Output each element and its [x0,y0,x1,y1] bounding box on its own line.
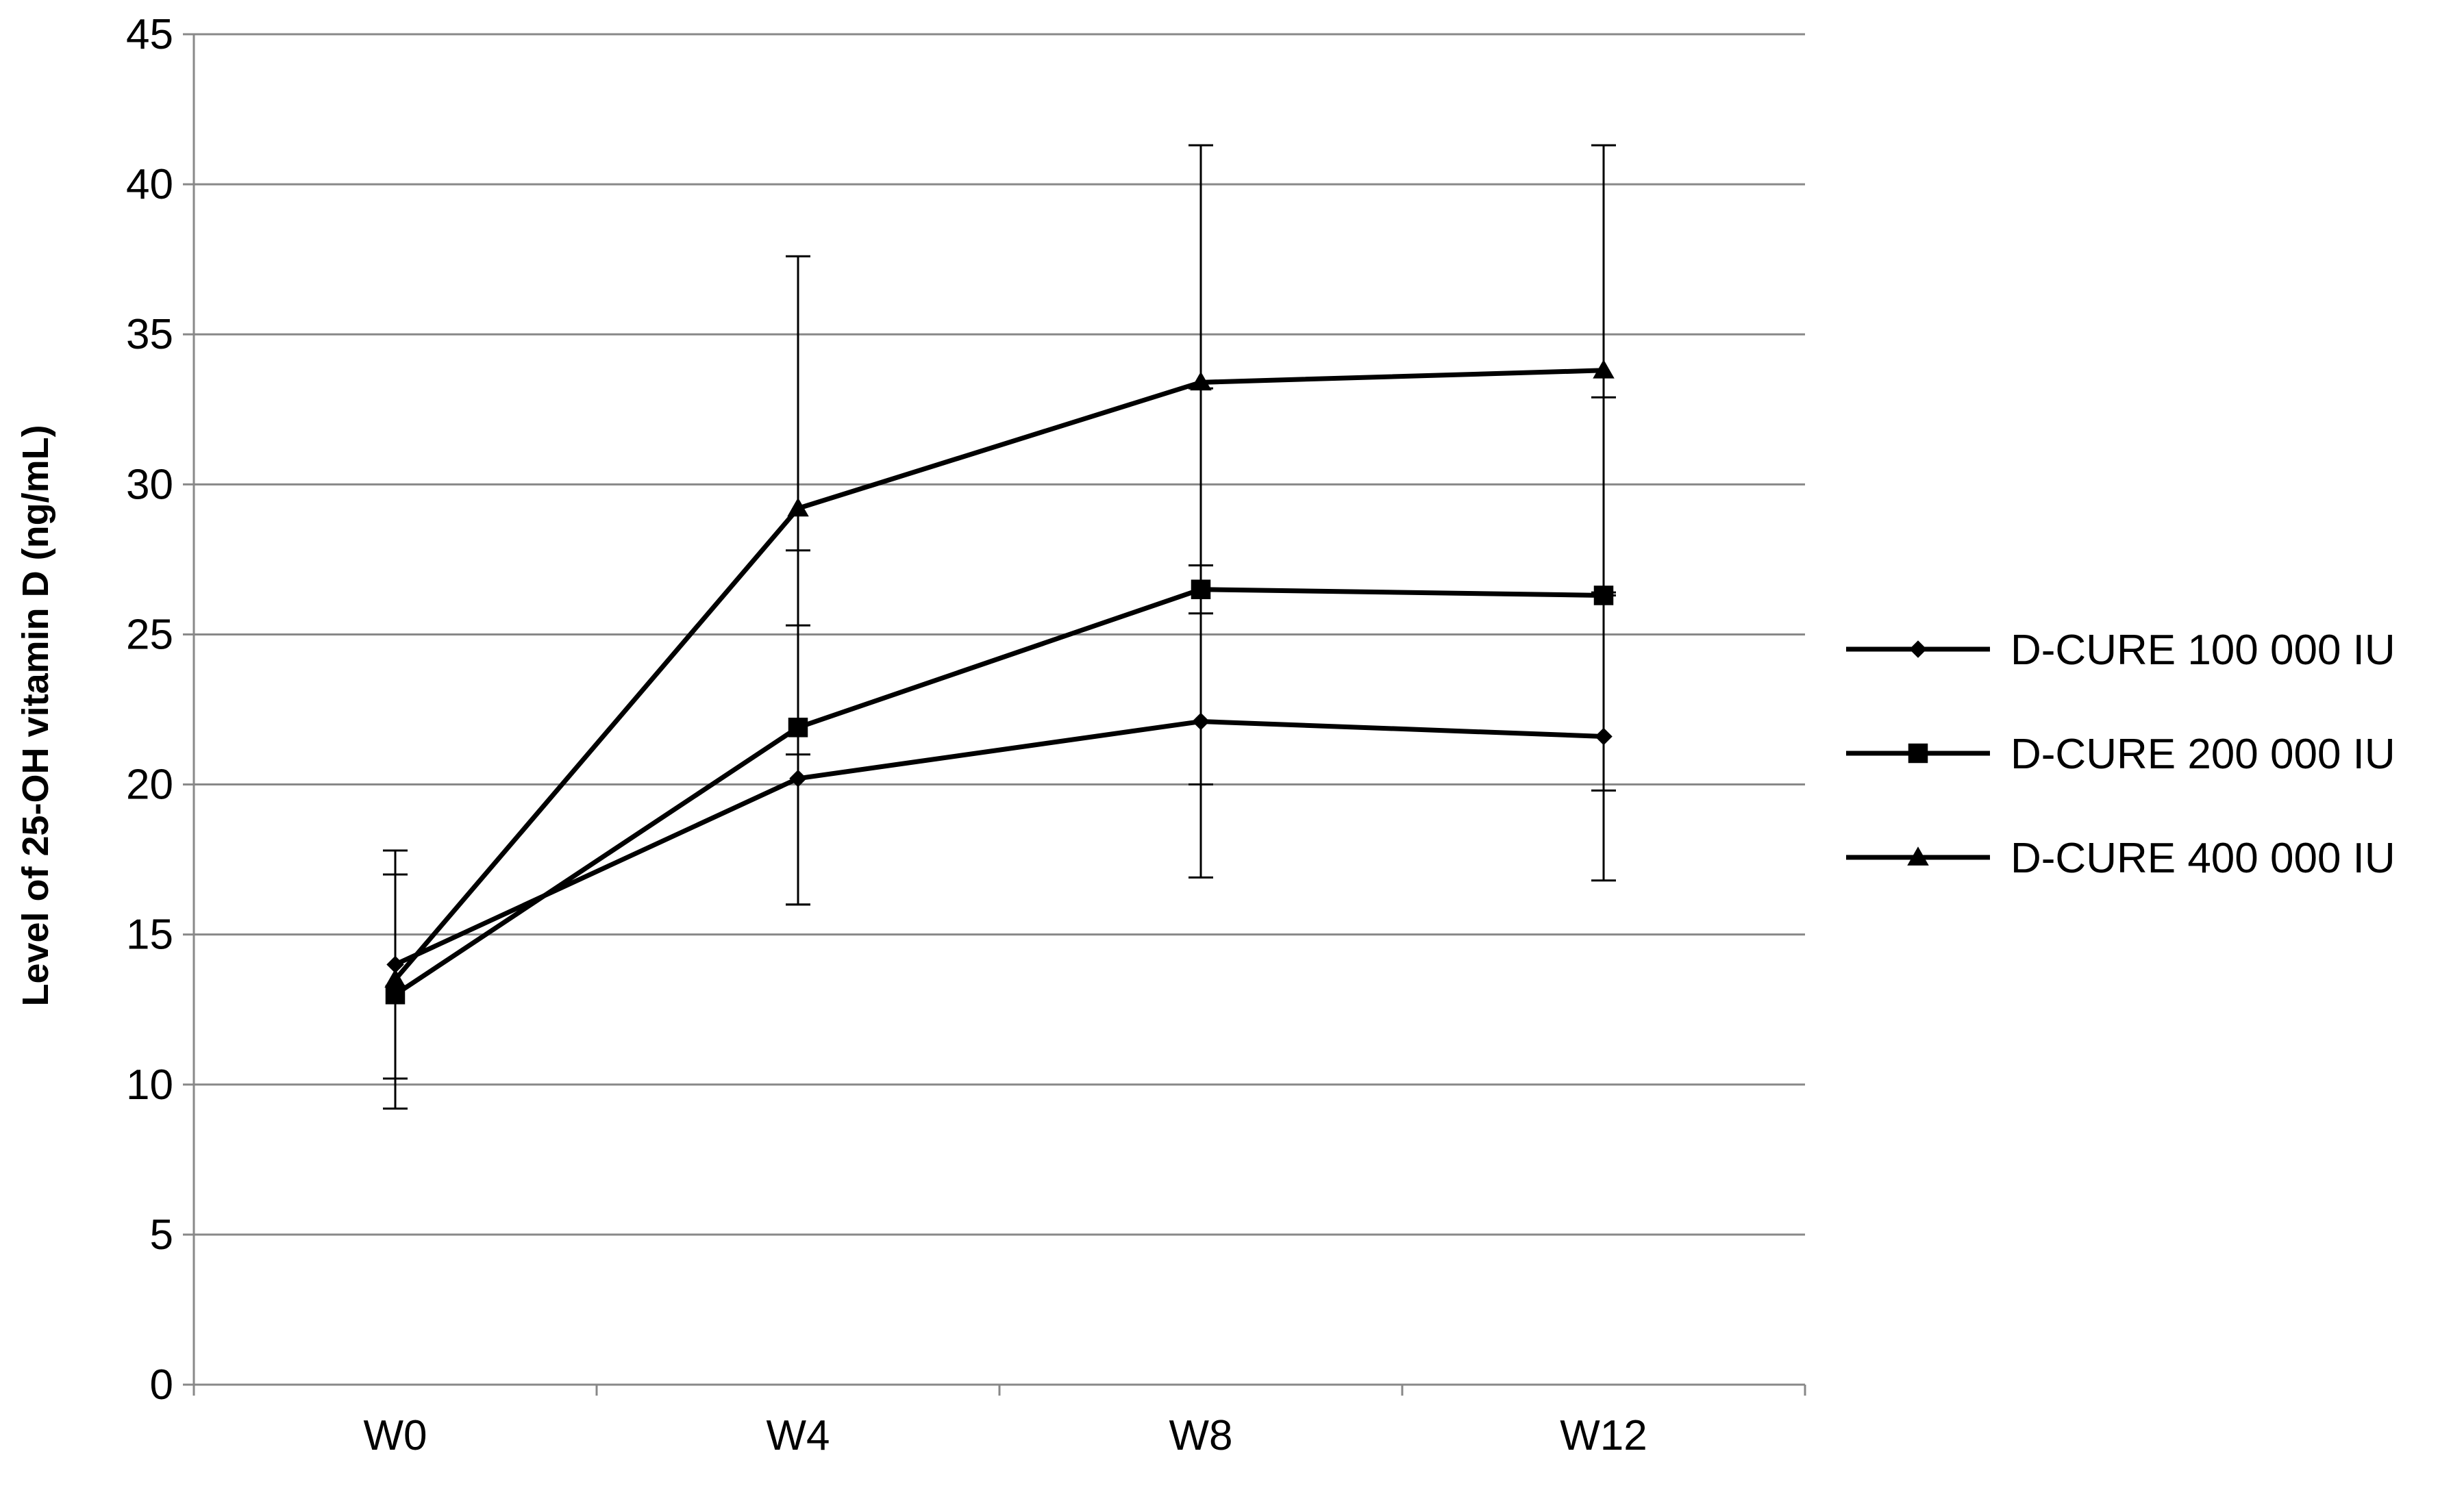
series-line [394,587,1604,997]
gridlines [194,33,1805,1236]
legend: D-CURE 100 000 IU D-CURE 200 000 IU D-CURE… [1846,627,2395,882]
y-tick-label: 30 [126,461,173,508]
series-line [394,719,1604,967]
legend-label: D-CURE 200 000 IU [2011,731,2395,778]
data-point-square [1593,585,1614,605]
x-tick-label: W0 [364,1412,427,1459]
data-point-triangle [787,497,809,517]
y-tick-label: 10 [126,1061,173,1109]
data-point-square [1191,579,1211,599]
legend-label: D-CURE 400 000 IU [2011,835,2395,882]
x-tick-label: W4 [767,1412,830,1459]
series-lines [393,368,1604,997]
y-tick-label: 45 [126,11,173,58]
data-point-square [385,985,406,1005]
x-tick-label: W12 [1560,1412,1647,1459]
y-tick-label: 0 [150,1361,173,1409]
y-tick-label: 25 [126,611,173,658]
axes [183,33,1806,1396]
legend-swatch-marker [1908,743,1928,764]
data-point-triangle [1190,371,1212,391]
x-tick-label: W8 [1169,1412,1233,1459]
data-point-diamond [789,770,807,788]
data-point-triangle [1593,360,1615,379]
y-tick-label: 40 [126,161,173,208]
data-point-diamond [1192,712,1210,731]
legend-swatch-marker [1907,846,1929,866]
error-bars [383,144,1616,1110]
y-tick-label: 35 [126,311,173,358]
data-point-diamond [386,955,404,974]
legend-swatch-marker [1909,640,1927,658]
y-tick-label: 5 [150,1211,173,1259]
series-markers [384,360,1615,1005]
data-point-square [788,718,808,738]
y-tick-label: 15 [126,911,173,959]
tick-labels: 0 5 10 15 20 25 30 35 40 45 W0 W4 W8 W12 [126,11,1647,1459]
series-line [393,368,1604,981]
data-point-diamond [1595,727,1613,746]
y-axis-title: Level of 25-OH vitamin D (ng/mL) [15,425,56,1006]
data-point-triangle [384,968,406,988]
y-tick-label: 20 [126,761,173,809]
legend-label: D-CURE 100 000 IU [2011,627,2395,674]
